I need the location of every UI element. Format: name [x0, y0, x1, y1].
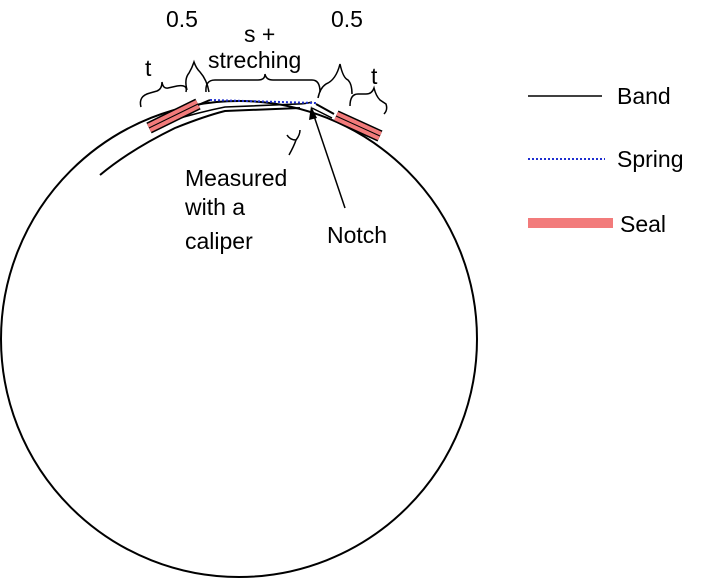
- band-left-segment: [197, 99, 211, 106]
- label-caliper: caliper: [185, 228, 253, 254]
- notch-arrow-head: [309, 106, 317, 120]
- label-stretching: streching: [208, 47, 301, 73]
- legend-band-label: Band: [617, 83, 671, 109]
- bracket-half-left: [185, 59, 210, 93]
- band-right-segment-2: [311, 107, 333, 119]
- legend-seal-swatch: [528, 218, 613, 228]
- band-right-segment: [315, 103, 335, 115]
- label-half-left: 0.5: [166, 6, 198, 32]
- spring-line: [209, 99, 317, 104]
- bracket-t-left: [139, 81, 188, 108]
- legend-seal-label: Seal: [620, 211, 666, 237]
- legend-spring-label: Spring: [617, 146, 683, 172]
- seal-left-line: [148, 103, 199, 129]
- label-t-left: t: [145, 55, 152, 81]
- label-notch: Notch: [327, 222, 387, 248]
- label-measured: Measured: [185, 165, 287, 191]
- label-half-right: 0.5: [331, 6, 363, 32]
- label-s-plus: s +: [244, 21, 275, 47]
- label-with-a: with a: [184, 194, 245, 220]
- legend: Band Spring Seal: [528, 83, 683, 237]
- bracket-half-right: [317, 63, 353, 99]
- label-t-right: t: [371, 63, 378, 89]
- caliper-bracket: [286, 129, 301, 156]
- seal-right-line: [335, 115, 381, 137]
- notch-arrow-line: [312, 112, 346, 209]
- bracket-s-stretching: [205, 73, 321, 93]
- bracket-t-right: [349, 85, 388, 115]
- band-inner-arc: [99, 107, 301, 176]
